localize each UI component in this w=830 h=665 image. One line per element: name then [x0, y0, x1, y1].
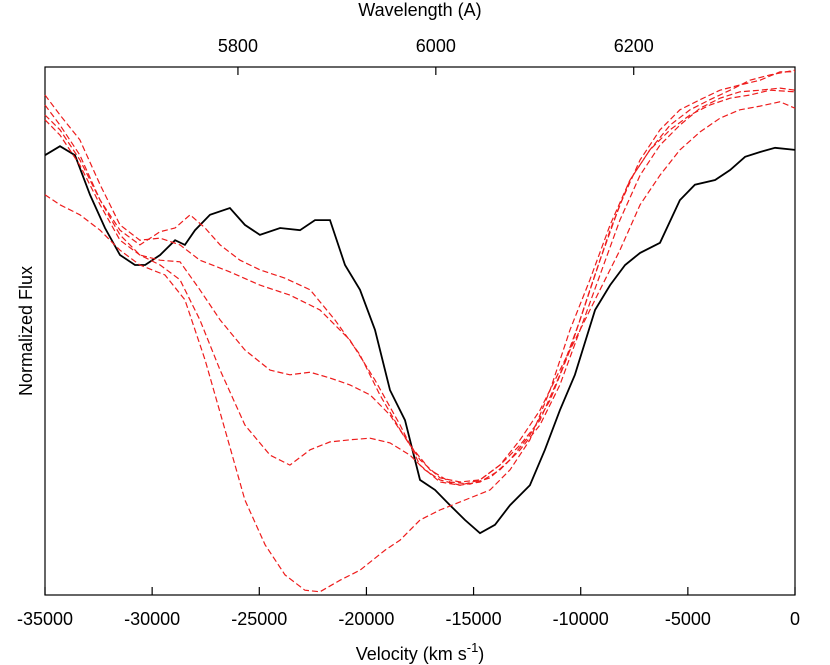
series-line [44, 89, 796, 485]
y-axis-title: Normalized Flux [16, 266, 36, 396]
series-line [44, 69, 796, 593]
x2-tick-label: 6000 [416, 36, 456, 56]
series-line [44, 101, 796, 483]
top-axis-title: Wavelength (A) [358, 0, 481, 20]
x-tick-label: -35000 [17, 609, 73, 629]
x-tick-label: -25000 [231, 609, 287, 629]
series-line [44, 145, 796, 535]
x-axis-title-text: Velocity (km s [356, 644, 467, 664]
x-tick-label: 0 [790, 609, 800, 629]
x2-tick-label: 6200 [614, 36, 654, 56]
x-tick-label: -15000 [446, 609, 502, 629]
x2-tick-label: 5800 [218, 36, 258, 56]
x-axis-title-suffix: ) [478, 644, 484, 664]
x-tick-label: -5000 [665, 609, 711, 629]
plot-frame [44, 66, 796, 596]
x-axis-title-superscript: -1 [467, 640, 479, 655]
x-axis-title: Velocity (km s-1) [356, 640, 485, 664]
x-tick-label: -30000 [124, 609, 180, 629]
series-line [44, 87, 796, 486]
series-line [44, 71, 795, 486]
x-tick-label: -20000 [338, 609, 394, 629]
x-tick-label: -10000 [553, 609, 609, 629]
